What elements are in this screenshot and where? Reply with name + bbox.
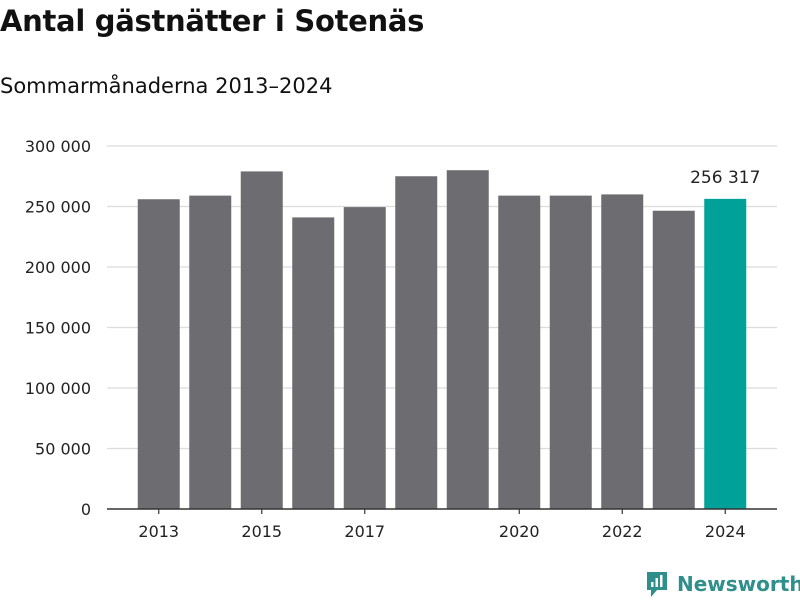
- bar-2014: [189, 195, 232, 510]
- bar-2018: [395, 176, 438, 509]
- x-tick-label: 2020: [499, 522, 540, 541]
- bar-2016: [292, 217, 335, 509]
- x-tick-label: 2022: [602, 522, 643, 541]
- x-axis: 2013 2015 2017 2020 2022 2024: [107, 508, 777, 541]
- chart-title: Antal gästnätter i Sotenäs: [0, 4, 425, 38]
- y-tick-label: 100 000: [25, 379, 91, 398]
- value-label-2024: 256 317: [690, 168, 760, 188]
- bar-2015: [240, 171, 283, 509]
- y-axis-tick-labels: 0 50 000 100 000 150 000 200 000 250 000 300 0…: [25, 137, 91, 519]
- bar-2024: [704, 198, 747, 509]
- bar-2020: [498, 195, 541, 510]
- y-tick-label: 150 000: [25, 319, 91, 338]
- y-tick-label: 250 000: [25, 198, 91, 217]
- annotations: 256 317: [690, 168, 760, 188]
- bars: [137, 170, 747, 510]
- y-tick-label: 200 000: [25, 258, 91, 277]
- x-tick-label: 2013: [138, 522, 179, 541]
- bar-2021: [549, 195, 592, 510]
- x-tick-label: 2015: [241, 522, 282, 541]
- x-tick-label: 2024: [705, 522, 746, 541]
- bar-2013: [137, 199, 180, 510]
- bar-2019: [446, 170, 489, 509]
- bar-2017: [343, 207, 386, 510]
- brand-logo: Newsworthy: [645, 570, 800, 598]
- chart-subtitle: Sommarmånaderna 2013–2024: [0, 74, 333, 98]
- bar-2022: [601, 194, 644, 509]
- x-tick-label: 2017: [344, 522, 385, 541]
- brand-name: Newsworthy: [677, 572, 800, 596]
- y-tick-label: 50 000: [35, 440, 91, 459]
- y-tick-label: 0: [81, 500, 91, 519]
- bar-2023: [652, 210, 695, 510]
- y-tick-label: 300 000: [25, 137, 91, 156]
- newsworthy-logo-icon: [647, 572, 667, 597]
